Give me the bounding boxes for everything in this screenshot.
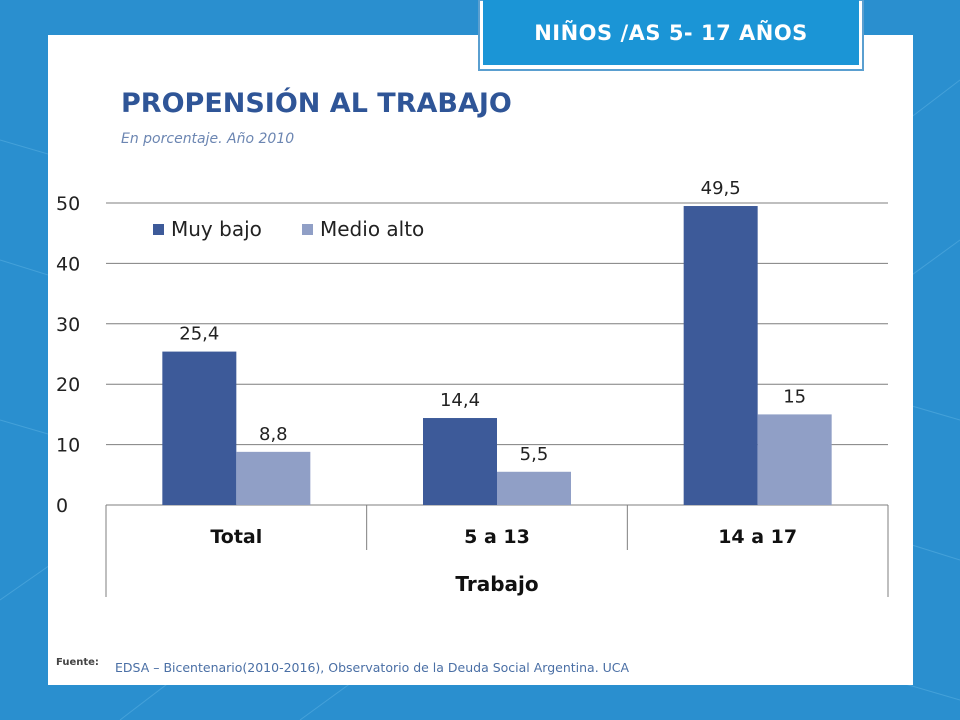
page-subtitle: En porcentaje. Año 2010 bbox=[121, 131, 295, 147]
y-tick-label: 30 bbox=[56, 314, 80, 336]
y-tick-label: 40 bbox=[56, 253, 80, 275]
bar bbox=[423, 418, 497, 505]
bar bbox=[162, 351, 237, 505]
data-label: 25,4 bbox=[179, 324, 219, 345]
data-label: 8,8 bbox=[259, 424, 288, 445]
y-tick-label: 50 bbox=[56, 193, 80, 215]
legend-swatch bbox=[153, 224, 164, 235]
category-label: 5 a 13 bbox=[464, 526, 530, 548]
bar bbox=[236, 451, 311, 505]
page-title: PROPENSIÓN AL TRABAJO bbox=[121, 88, 512, 119]
legend-entry: Medio alto bbox=[320, 217, 424, 241]
y-tick-label: 0 bbox=[56, 495, 68, 517]
data-label: 49,5 bbox=[701, 178, 741, 199]
category-label: Total bbox=[210, 526, 262, 548]
bar bbox=[497, 471, 571, 505]
y-tick-label: 20 bbox=[56, 374, 80, 396]
bar bbox=[757, 414, 832, 505]
bar bbox=[683, 206, 758, 505]
x-axis-title: Trabajo bbox=[455, 572, 538, 596]
section-badge: NIÑOS /AS 5- 17 AÑOS bbox=[483, 0, 859, 65]
data-label: 15 bbox=[783, 386, 806, 407]
y-tick-label: 10 bbox=[56, 435, 80, 457]
source-text: EDSA – Bicentenario(2010-2016), Observat… bbox=[115, 660, 630, 675]
data-label: 14,4 bbox=[440, 390, 480, 411]
data-label: 5,5 bbox=[520, 444, 549, 465]
legend-entry: Muy bajo bbox=[171, 217, 262, 241]
legend-swatch bbox=[302, 224, 313, 235]
source-label: Fuente: bbox=[56, 657, 99, 668]
category-label: 14 a 17 bbox=[718, 526, 797, 548]
